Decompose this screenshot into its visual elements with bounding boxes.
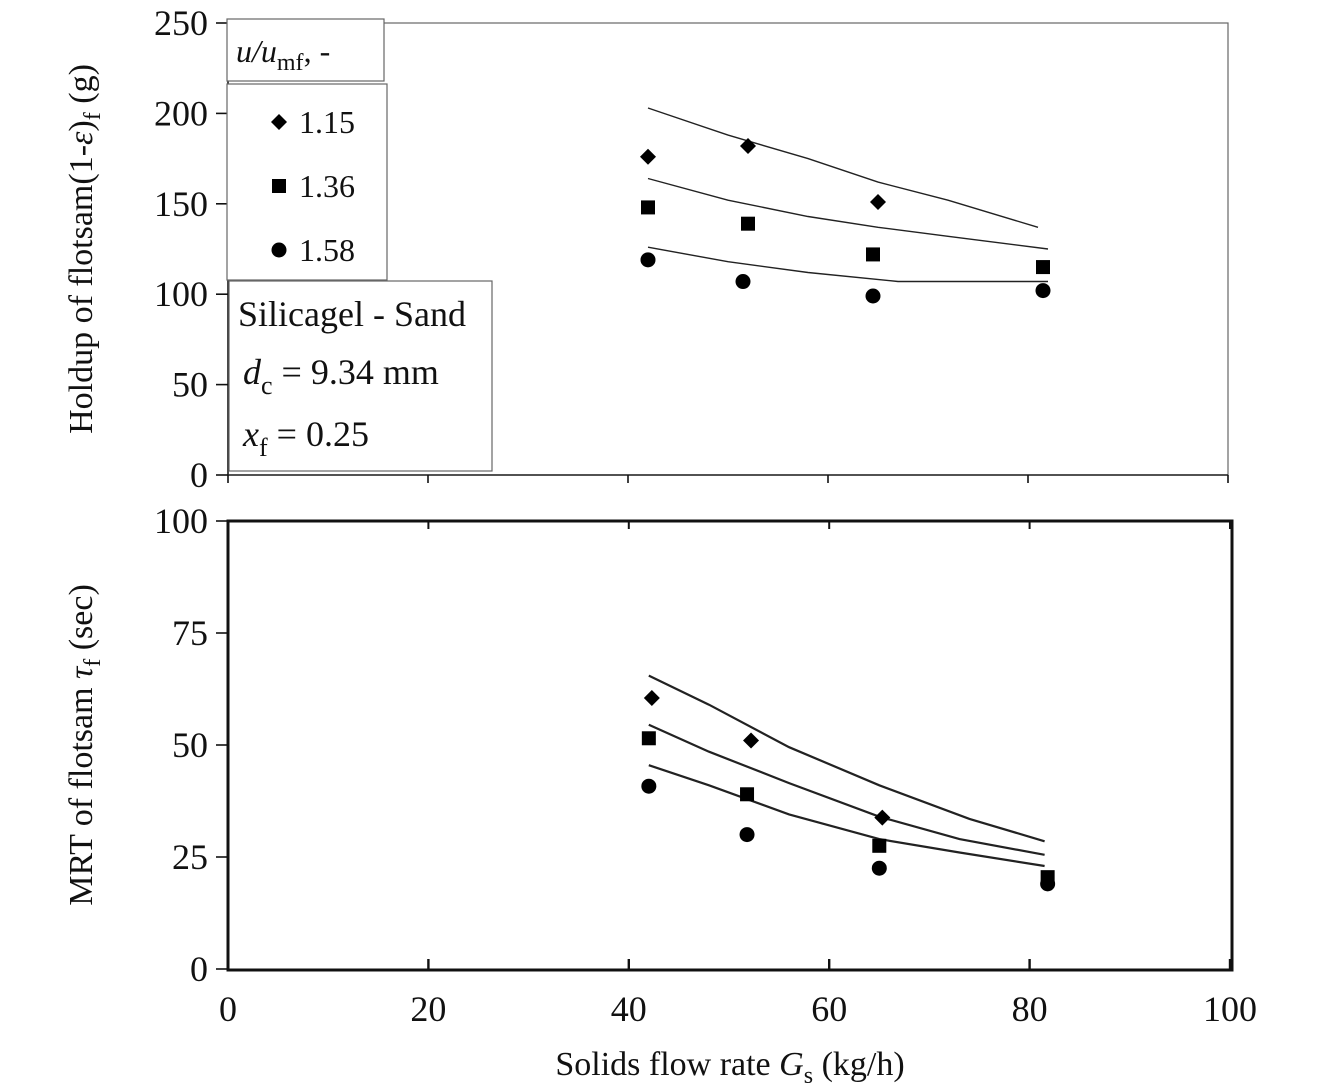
x-title-sub: s bbox=[804, 1063, 813, 1085]
legend-marker-diamond bbox=[271, 114, 287, 130]
mrt-y-ticks: 0 25 50 75 100 bbox=[154, 501, 228, 989]
holdup-x-ticks bbox=[227, 475, 1229, 483]
x-tick-label: 40 bbox=[611, 989, 647, 1029]
data-point-diamond bbox=[643, 689, 660, 706]
x-tick-label: 100 bbox=[1203, 989, 1257, 1029]
holdup-ylabel-var: ε bbox=[63, 131, 100, 145]
info-box-frame bbox=[228, 280, 493, 472]
legend-label: 1.58 bbox=[299, 232, 355, 268]
mrt-plot-frame bbox=[226, 519, 1234, 972]
info-fraction: xf = 0.25 bbox=[242, 414, 369, 462]
info-diameter-value: = 9.34 mm bbox=[273, 352, 439, 392]
holdup-ylabel-sub: f bbox=[80, 112, 106, 120]
data-point-circle bbox=[1035, 283, 1051, 299]
holdup-y-ticks: 0 50 100 150 200 250 bbox=[154, 3, 228, 495]
legend-items: 1.15 1.36 1.58 bbox=[271, 104, 355, 268]
data-point-diamond bbox=[870, 193, 886, 210]
model-curve-1.15 bbox=[647, 107, 1039, 228]
legend-marker-circle bbox=[271, 242, 287, 258]
data-point-square bbox=[1036, 260, 1050, 275]
x-title-var: G bbox=[779, 1046, 804, 1083]
y-tick-label: 25 bbox=[172, 837, 208, 877]
legend-label: 1.36 bbox=[299, 168, 355, 204]
info-fraction-value: = 0.25 bbox=[268, 414, 369, 454]
data-point-square bbox=[641, 731, 656, 746]
data-point-square bbox=[740, 787, 755, 802]
holdup-panel: 0 50 100 150 200 250 Holdup of flotsam(1-ε)f … bbox=[63, 3, 1229, 495]
data-point-square bbox=[741, 216, 755, 231]
data-point-diamond bbox=[640, 148, 656, 165]
holdup-model-curves bbox=[647, 107, 1049, 283]
y-tick-label: 100 bbox=[154, 274, 208, 314]
data-point-circle bbox=[735, 274, 751, 290]
model-curve-1.36 bbox=[647, 177, 1049, 250]
model-curve-1.58 bbox=[648, 764, 1045, 868]
data-point-square bbox=[872, 838, 887, 853]
legend: u/umf, - 1.15 1.36 1.58 bbox=[226, 18, 388, 281]
holdup-data-points bbox=[640, 137, 1051, 304]
legend-label: 1.15 bbox=[299, 104, 355, 140]
mrt-panel: 0 25 50 75 100 0 20 40 60 80 100 MRT of flotsam τ… bbox=[63, 501, 1257, 1029]
data-point-circle bbox=[871, 860, 887, 876]
data-point-circle bbox=[641, 778, 657, 794]
model-curve-1.15 bbox=[648, 674, 1045, 843]
x-tick-label: 0 bbox=[219, 989, 237, 1029]
info-diameter: dc = 9.34 mm bbox=[243, 352, 439, 400]
data-point-diamond bbox=[874, 809, 891, 826]
y-tick-label: 200 bbox=[154, 93, 208, 133]
info-system: Silicagel - Sand bbox=[238, 294, 466, 334]
data-point-circle bbox=[739, 827, 755, 843]
mrt-ylabel-text: MRT of flotsam bbox=[63, 679, 100, 906]
info-diameter-var: d bbox=[243, 352, 262, 392]
y-tick-label: 50 bbox=[172, 725, 208, 765]
holdup-ylabel-text: Holdup of flotsam(1- bbox=[63, 145, 100, 434]
y-tick-label: 100 bbox=[154, 501, 208, 541]
x-title-unit: (kg/h) bbox=[813, 1046, 905, 1083]
legend-title-var: u/u bbox=[236, 33, 277, 69]
mrt-ylabel-sub: f bbox=[80, 659, 106, 667]
x-title-text: Solids flow rate bbox=[555, 1046, 779, 1083]
x-tick-label: 80 bbox=[1012, 989, 1048, 1029]
data-point-diamond bbox=[740, 137, 756, 154]
model-curve-1.58 bbox=[647, 246, 1048, 283]
mrt-model-curves bbox=[648, 674, 1045, 868]
y-tick-label: 150 bbox=[154, 184, 208, 224]
legend-marker-square bbox=[272, 179, 286, 193]
mrt-y-axis-title: MRT of flotsam τf (sec) bbox=[63, 584, 106, 906]
data-point-circle bbox=[1040, 876, 1056, 892]
y-tick-label: 75 bbox=[172, 613, 208, 653]
info-fraction-sub: f bbox=[259, 433, 268, 462]
legend-title-sub: mf bbox=[277, 50, 304, 76]
x-axis-title: Solids flow rate Gs (kg/h) bbox=[555, 1046, 904, 1085]
x-tick-label: 60 bbox=[811, 989, 847, 1029]
x-tick-label: 20 bbox=[410, 989, 446, 1029]
info-diameter-sub: c bbox=[261, 371, 273, 400]
model-curve-1.36 bbox=[648, 723, 1045, 856]
legend-title: u/umf, - bbox=[236, 33, 330, 76]
mrt-x-ticks: 0 20 40 60 80 100 bbox=[219, 521, 1257, 1029]
data-point-square bbox=[866, 247, 880, 262]
y-tick-label: 250 bbox=[154, 3, 208, 43]
data-point-circle bbox=[865, 288, 881, 304]
legend-items-box bbox=[226, 83, 388, 281]
legend-title-box bbox=[226, 18, 385, 82]
holdup-ylabel-mid: ) bbox=[63, 120, 100, 131]
mrt-ylabel-unit: (sec) bbox=[63, 584, 100, 659]
info-box: Silicagel - Sand dc = 9.34 mm xf = 0.25 bbox=[228, 280, 493, 472]
legend-title-suffix: , - bbox=[304, 33, 331, 69]
y-tick-label: 0 bbox=[190, 949, 208, 989]
data-point-square bbox=[641, 200, 655, 215]
holdup-ylabel-unit: (g) bbox=[63, 64, 100, 112]
mrt-data-points bbox=[641, 689, 1056, 892]
y-tick-label: 0 bbox=[190, 455, 208, 495]
data-point-diamond bbox=[743, 732, 760, 749]
data-point-circle bbox=[640, 252, 656, 268]
info-fraction-var: x bbox=[242, 414, 259, 454]
holdup-y-axis-title: Holdup of flotsam(1-ε)f (g) bbox=[63, 64, 106, 434]
mrt-ylabel-var: τ bbox=[63, 665, 100, 679]
y-tick-label: 50 bbox=[172, 365, 208, 405]
